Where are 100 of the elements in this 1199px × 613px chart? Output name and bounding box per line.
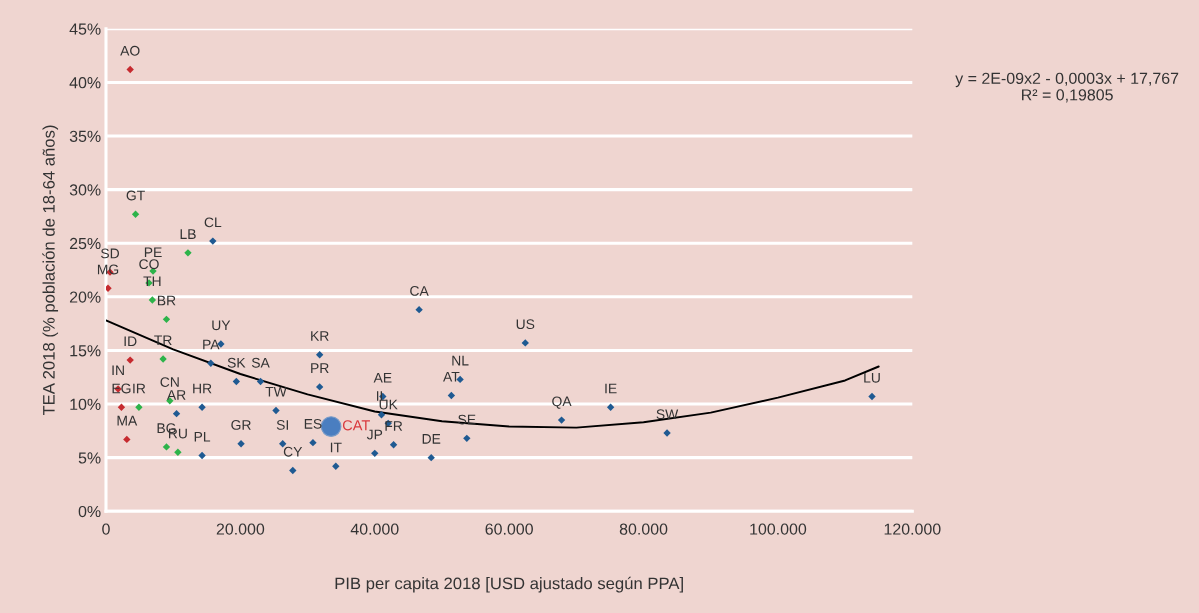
point bbox=[272, 406, 280, 415]
annotation: IN bbox=[112, 365, 124, 376]
y-tick-label: 40% bbox=[69, 77, 101, 89]
text: y = 2E-09x2 - 0,0003x + 17,767 bbox=[955, 72, 1179, 88]
annotation: UY bbox=[212, 320, 231, 331]
point bbox=[198, 451, 206, 460]
point bbox=[123, 435, 131, 444]
point bbox=[320, 416, 342, 437]
x-tick-label: 60.000 bbox=[485, 523, 533, 535]
y-tick-label: 20% bbox=[69, 291, 101, 303]
annotation: SI bbox=[276, 420, 288, 430]
annotation: LU bbox=[864, 372, 880, 383]
x-tick-label: 100.000 bbox=[750, 523, 807, 535]
annotation: PA bbox=[203, 339, 220, 350]
annotation: IL bbox=[376, 391, 387, 401]
annotation: JP bbox=[366, 429, 383, 440]
y-tick-label: 0% bbox=[78, 505, 101, 518]
annotation: TR bbox=[154, 335, 172, 346]
point bbox=[256, 377, 265, 386]
y-tick-label: 15% bbox=[70, 345, 101, 357]
annotation: UK bbox=[379, 399, 398, 410]
annotation: SA bbox=[251, 357, 270, 368]
annotation: SW bbox=[656, 409, 679, 420]
annotation: ID bbox=[124, 336, 137, 347]
annotation: TH bbox=[143, 276, 161, 287]
point bbox=[148, 296, 157, 304]
annotation: CO bbox=[139, 259, 159, 270]
annotation: IR bbox=[133, 383, 146, 394]
annotation: MA bbox=[117, 415, 138, 426]
annotation: AT bbox=[443, 371, 460, 382]
point bbox=[289, 466, 297, 475]
point bbox=[126, 65, 134, 74]
annotation: DE bbox=[422, 434, 441, 444]
annotation: CY bbox=[283, 446, 303, 457]
point bbox=[309, 438, 317, 447]
annotation: PR bbox=[311, 363, 329, 373]
annotation: AO bbox=[120, 45, 140, 56]
y-tick-label: 25% bbox=[69, 237, 101, 250]
point bbox=[427, 453, 435, 462]
x-tick-label: 20.000 bbox=[216, 523, 265, 535]
annotation: US bbox=[516, 319, 535, 330]
annotation: AE bbox=[373, 372, 392, 383]
x-tick-label: 120.000 bbox=[884, 523, 941, 535]
y-tick-label: 30% bbox=[69, 184, 101, 196]
annotation: SD bbox=[101, 248, 120, 259]
annotation: TW bbox=[265, 386, 287, 397]
annotation: GR bbox=[231, 420, 251, 430]
series-label: CAT bbox=[342, 420, 370, 431]
y-tick-label: 35% bbox=[69, 130, 101, 142]
point bbox=[279, 440, 287, 448]
point bbox=[868, 392, 876, 401]
annotation: QA bbox=[552, 396, 572, 409]
point bbox=[415, 306, 423, 314]
x-tick-label: 40.000 bbox=[350, 523, 399, 535]
annotation: IE bbox=[605, 383, 617, 394]
annotation: GT bbox=[126, 190, 145, 201]
point bbox=[174, 448, 182, 456]
y-tick-label: 5% bbox=[78, 452, 101, 464]
point bbox=[463, 434, 471, 443]
annotation: HR bbox=[193, 383, 212, 394]
point bbox=[207, 359, 215, 367]
annotation: ES bbox=[304, 418, 322, 429]
y-tick-label: 10% bbox=[70, 398, 101, 410]
point bbox=[521, 339, 529, 347]
annotation: CA bbox=[410, 286, 429, 296]
point bbox=[371, 449, 379, 458]
x-tick-label: 80.000 bbox=[619, 523, 668, 535]
annotation: AR bbox=[166, 390, 186, 400]
annotation: PE bbox=[144, 247, 162, 258]
y-tick-label: 45% bbox=[69, 23, 101, 35]
point bbox=[131, 210, 140, 218]
point bbox=[135, 403, 143, 411]
annotation: NL bbox=[452, 355, 469, 366]
annotation: LB bbox=[180, 229, 196, 239]
text: R² = 0,19805 bbox=[1022, 89, 1113, 103]
point bbox=[198, 403, 206, 411]
annotation: CN bbox=[160, 377, 179, 387]
annotation: KR bbox=[311, 331, 329, 341]
point bbox=[447, 391, 456, 400]
point bbox=[237, 440, 245, 448]
point bbox=[606, 403, 615, 411]
point bbox=[377, 411, 386, 419]
point bbox=[172, 410, 181, 418]
x-axis-title: PIB per capita 2018 [USD ajustado según PPA] bbox=[335, 576, 683, 593]
annotation: CL bbox=[204, 217, 222, 228]
y-axis-title: TEA 2018 (% población de 18-64 años) bbox=[42, 125, 59, 416]
x-tick-label: 0 bbox=[102, 523, 110, 535]
point bbox=[557, 416, 566, 424]
annotation: MG bbox=[97, 264, 119, 275]
point bbox=[315, 351, 324, 359]
annotation: PL bbox=[194, 431, 211, 442]
point bbox=[117, 403, 126, 411]
annotation: BR bbox=[157, 295, 176, 306]
point bbox=[315, 383, 324, 391]
annotation: IT bbox=[330, 442, 342, 453]
point bbox=[105, 284, 112, 292]
point bbox=[162, 443, 171, 451]
point bbox=[162, 315, 171, 324]
point bbox=[332, 462, 340, 470]
point bbox=[389, 441, 398, 449]
